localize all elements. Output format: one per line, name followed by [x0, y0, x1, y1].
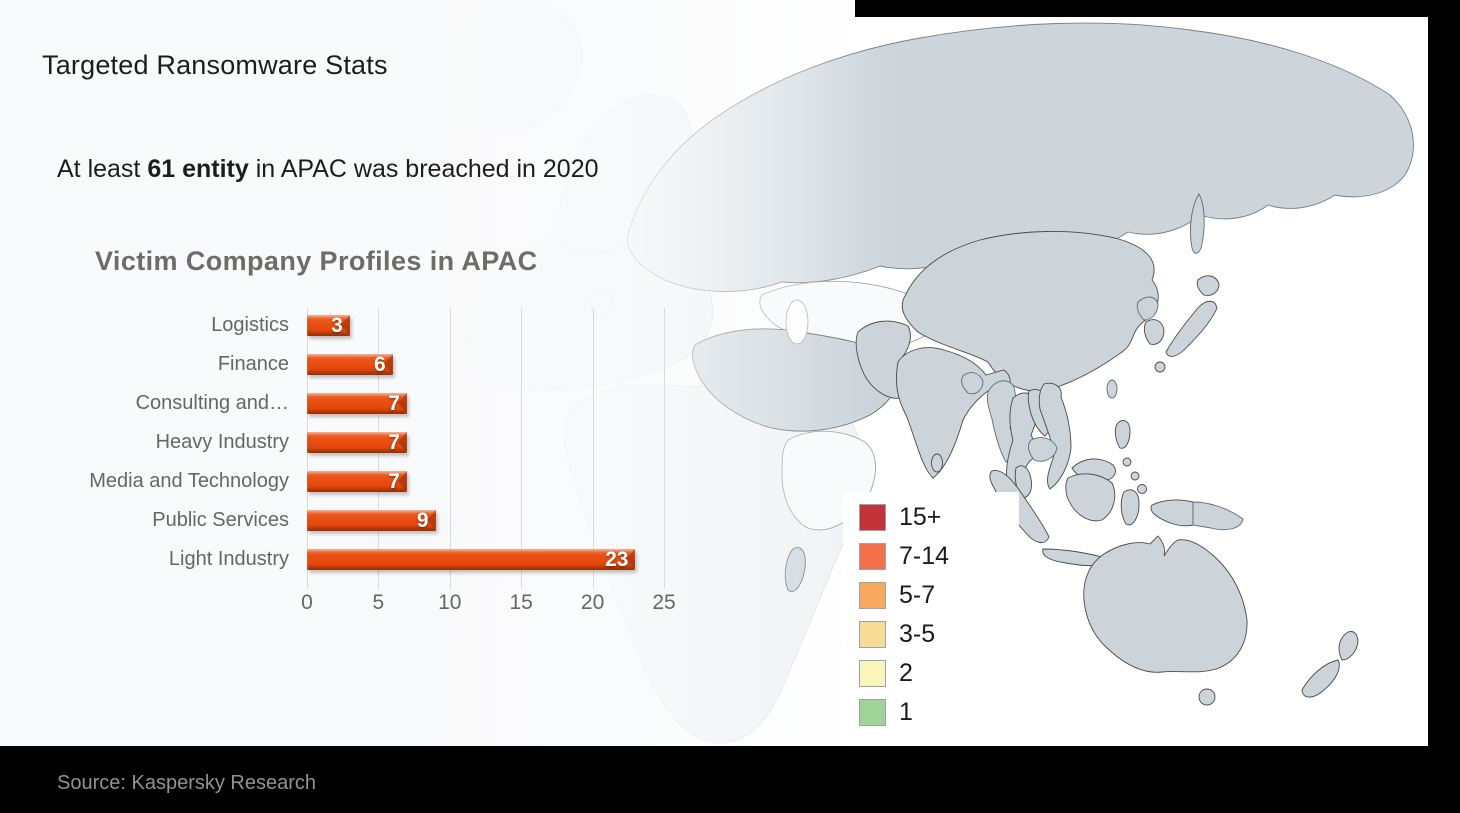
legend-label: 2 [899, 659, 913, 687]
legend-label: 1 [899, 698, 913, 726]
category-label: Media and Technology [89, 470, 289, 492]
legend-item: 1 [859, 698, 1019, 726]
category-label: Heavy Industry [155, 431, 289, 453]
legend-label: 3-5 [899, 620, 936, 648]
legend-item: 15+ [859, 503, 1019, 531]
source-credit: Source: Kaspersky Research [57, 772, 317, 794]
legend-swatch [859, 699, 886, 726]
bar: 7 [307, 393, 407, 414]
subtitle-prefix: At least [57, 155, 148, 183]
category-label: Light Industry [168, 548, 289, 570]
bar-value-label: 23 [605, 548, 629, 571]
x-axis-tick: 15 [509, 591, 533, 614]
category-label: Finance [217, 353, 289, 375]
x-axis-tick: 20 [580, 591, 605, 614]
subtitle-highlight: 61 entity [147, 155, 249, 183]
subtitle-suffix: in APAC was breached in 2020 [248, 155, 599, 183]
bar: 7 [307, 471, 407, 492]
category-label: Consulting and… [135, 392, 289, 414]
legend-item: 5-7 [859, 581, 1019, 609]
legend-label: 7-14 [899, 542, 950, 570]
legend-item: 3-5 [859, 620, 1019, 648]
gridline [592, 308, 594, 589]
x-axis-tick: 25 [652, 591, 676, 614]
category-label: Public Services [152, 509, 289, 531]
top-black-bar [855, 0, 1460, 17]
bar: 6 [307, 354, 393, 375]
map-legend: 15+ 7-14 5-7 3-5 2 1 [843, 492, 1019, 744]
page-title: Targeted Ransomware Stats [42, 50, 388, 80]
legend-swatch [859, 504, 886, 531]
bar-value-label: 7 [388, 431, 400, 454]
x-axis-tick: 10 [438, 591, 462, 614]
bar: 9 [307, 510, 436, 531]
legend-items: 15+ 7-14 5-7 3-5 2 1 [859, 503, 1019, 726]
bar: 23 [307, 548, 636, 571]
legend-item: 2 [859, 659, 1019, 687]
x-axis-tick: 5 [372, 591, 385, 614]
gridline [449, 308, 451, 589]
chart-title: Victim Company Profiles in APAC [95, 246, 538, 276]
gridline [664, 308, 665, 589]
subtitle: At least 61 entity in APAC was breached … [57, 155, 599, 184]
x-axis-tick: 0 [301, 591, 313, 614]
legend-label: 5-7 [899, 581, 936, 609]
legend-swatch [859, 660, 886, 687]
bar-value-label: 7 [388, 392, 400, 415]
bar: 3 [307, 315, 350, 336]
bar-value-label: 3 [331, 314, 343, 337]
category-label: Logistics [211, 314, 289, 336]
legend-swatch [859, 543, 886, 570]
bar-value-label: 7 [388, 470, 400, 493]
legend-item: 7-14 [859, 542, 1019, 570]
gridline [521, 308, 523, 589]
bar-value-label: 9 [416, 509, 429, 532]
bar-value-label: 6 [373, 353, 386, 376]
legend-swatch [859, 582, 886, 609]
legend-swatch [859, 621, 886, 648]
bar: 7 [307, 432, 407, 453]
chart-layer: Targeted Ransomware Stats At least 61 en… [42, 50, 1019, 744]
legend-label: 15+ [899, 503, 942, 531]
slide: Targeted Ransomware Stats At least 61 en… [0, 0, 1428, 746]
